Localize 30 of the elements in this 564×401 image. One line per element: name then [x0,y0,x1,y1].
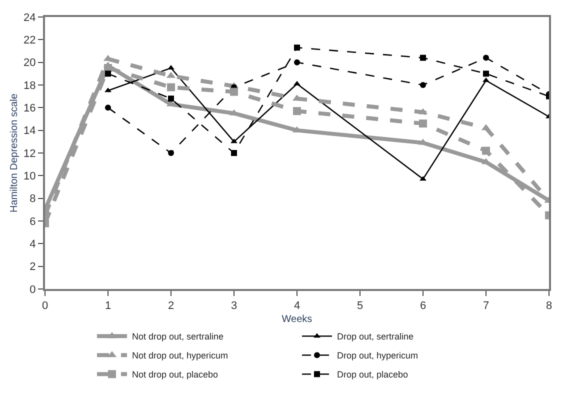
legend-label: Drop out, placebo [337,370,408,380]
y-tick-label: 18 [24,80,36,92]
y-tick-label: 6 [30,216,36,228]
x-tick-label: 4 [294,300,300,312]
x-axis-title: Weeks [282,314,312,326]
x-tick-label: 1 [104,300,112,312]
legend-label: Not drop out, sertraline [132,332,224,342]
y-tick-label: 12 [24,148,36,160]
legend-label: Not drop out, hypericum [132,350,228,361]
x-tick-label: 5 [356,300,364,312]
x-tick-label: 2 [168,300,174,312]
y-tick-label: 2 [30,261,36,274]
y-tick-label: 0 [30,284,36,296]
x-tick-label: 3 [230,300,238,312]
y-tick-label: 14 [24,125,36,138]
x-tick-label: 8 [546,300,552,312]
y-tick-label: 22 [24,34,36,47]
y-axis-title: Hamilton Depression scale [9,93,20,212]
y-tick-label: 16 [24,102,36,115]
y-tick-label: 20 [24,57,36,70]
y-tick-label: 10 [24,170,36,183]
legend-label: Drop out, hypericum [337,350,418,361]
y-tick-label: 8 [30,193,36,206]
y-tick-label: 24 [24,12,36,24]
legend-label: Drop out, sertraline [337,332,414,342]
x-tick-label: 0 [42,300,48,312]
x-tick-label: 6 [420,300,426,312]
y-tick-label: 4 [30,238,36,251]
legend-label: Not drop out, placebo [132,370,218,380]
x-tick-label: 7 [482,300,490,312]
